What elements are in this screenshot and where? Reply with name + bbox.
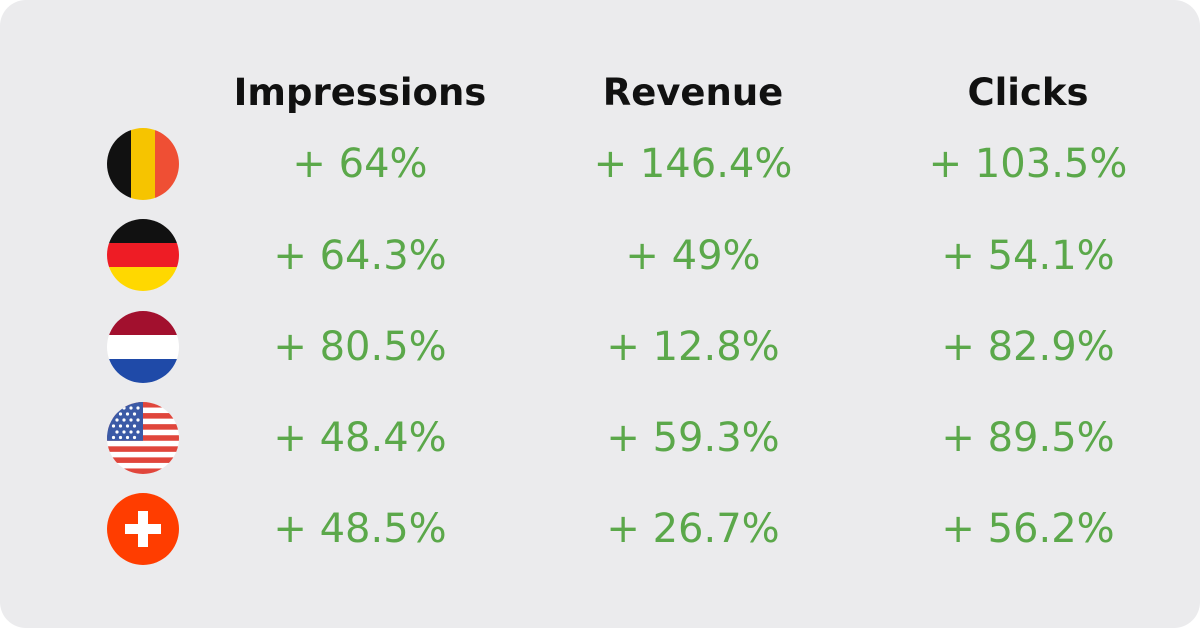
belgium-flag-icon — [107, 128, 179, 200]
table-cell: + 59.3% — [606, 415, 780, 461]
table-cell: + 103.5% — [928, 141, 1128, 187]
table-cell: + 89.5% — [941, 415, 1115, 461]
column-header-clicks: Clicks — [967, 71, 1089, 114]
table-cell: + 64% — [292, 141, 428, 187]
table-cell: + 48.5% — [273, 506, 447, 552]
table-cell: + 48.4% — [273, 415, 447, 461]
table-cell: + 54.1% — [941, 233, 1115, 279]
table-cell: + 56.2% — [941, 506, 1115, 552]
table-cell: + 64.3% — [273, 233, 447, 279]
switzerland-flag-icon — [107, 493, 179, 565]
table-cell: + 26.7% — [606, 506, 780, 552]
usa-flag-icon — [107, 402, 179, 474]
column-header-impressions: Impressions — [233, 71, 487, 114]
table-cell: + 82.9% — [941, 324, 1115, 370]
column-header-revenue: Revenue — [602, 71, 784, 114]
netherlands-flag-icon — [107, 311, 179, 383]
table-cell: + 12.8% — [606, 324, 780, 370]
germany-flag-icon — [107, 219, 179, 291]
table-cell: + 49% — [625, 233, 761, 279]
table-cell: + 146.4% — [593, 141, 793, 187]
table-cell: + 80.5% — [273, 324, 447, 370]
